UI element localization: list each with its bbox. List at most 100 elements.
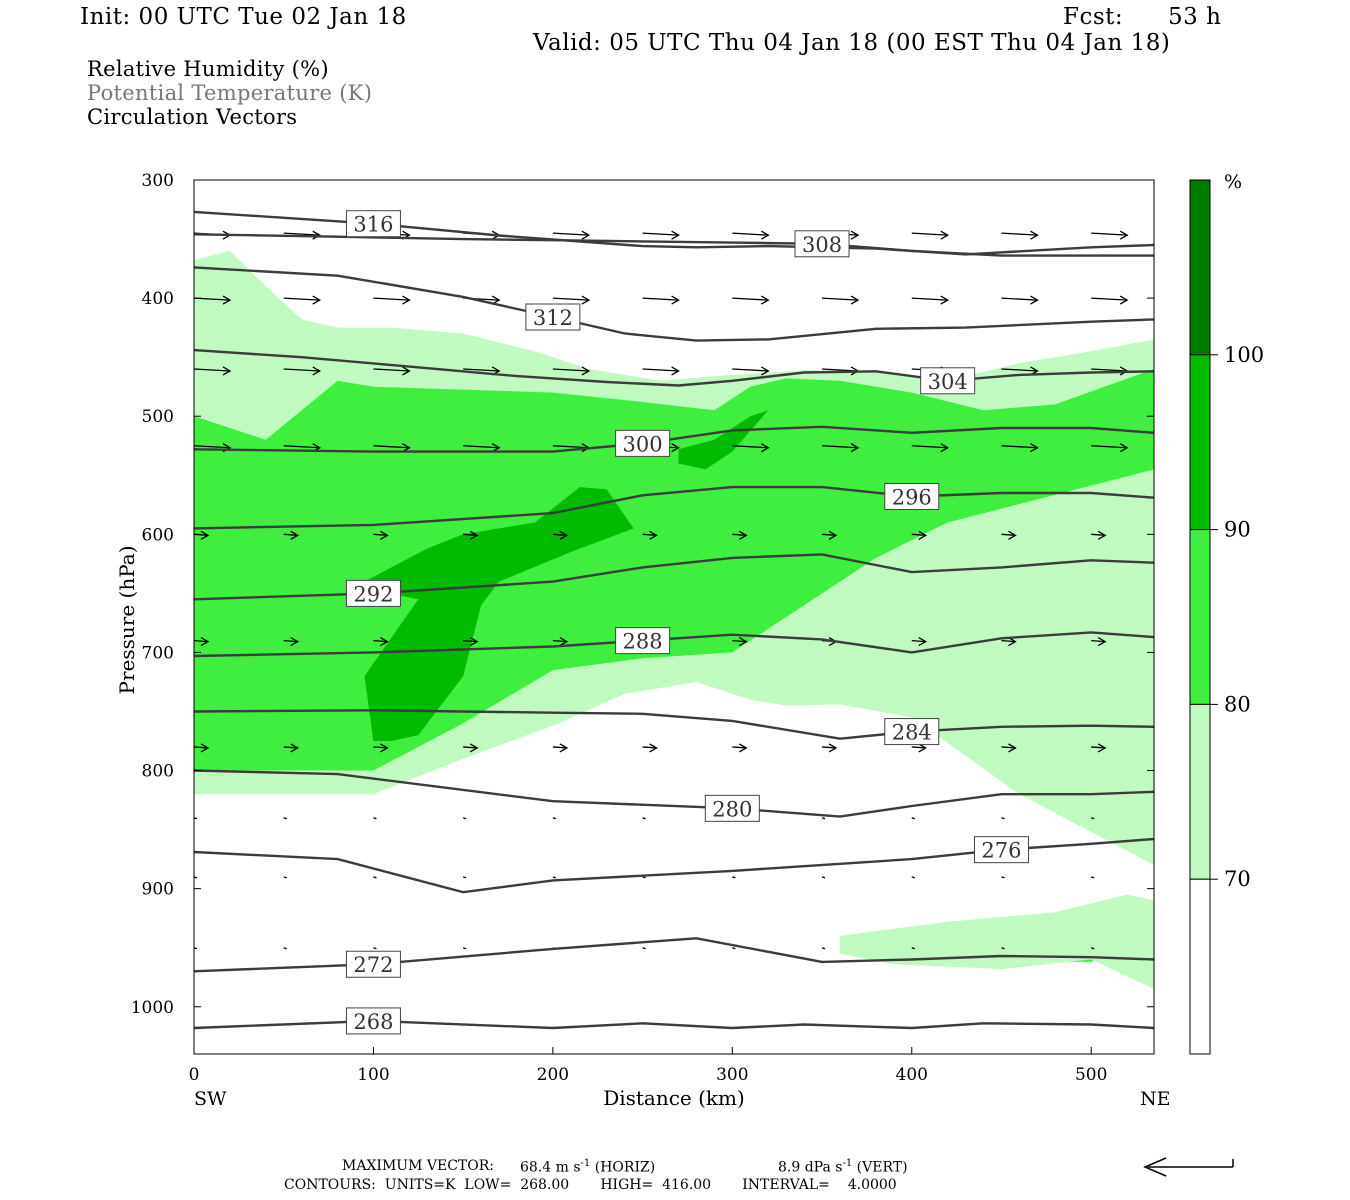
circulation-vector [1001,947,1005,950]
circulation-vector [732,947,736,950]
theta-contour-288 [193,631,1155,658]
contour-label-box [345,950,401,978]
circulation-vector [373,947,377,950]
circulation-vector [911,947,915,950]
colorbar-segment [1189,529,1211,705]
vector-arrowhead [469,743,479,753]
colorbar-unit: % [1224,171,1242,193]
circulation-vector [283,817,287,820]
horiz-tag: (HORIZ) [594,1159,656,1176]
vector-arrowhead [581,230,591,240]
vector-arrowhead [222,295,232,305]
max-vector-horiz: 68.4 m s-1 (HORIZ) [520,1158,655,1176]
vector-arrowhead [290,530,300,540]
circulation-vector [552,533,567,536]
vector-arrowhead [738,637,748,647]
vector-arrowhead [918,637,928,647]
vector-arrowhead [1119,443,1129,453]
circulation-vector [1001,368,1038,372]
circulation-vector [552,232,589,236]
vector-arrowhead [222,366,232,376]
circulation-vector [373,533,388,536]
circulation-vector [463,445,500,449]
circulation-vector [642,232,679,236]
circulation-vector [822,445,859,449]
circulation-vector [911,297,948,301]
circulation-vector [552,876,557,879]
y-axis-title: Pressure (hPa) [115,546,139,695]
circulation-vector [1001,639,1016,643]
contour-label-288: 288 [623,630,663,654]
circulation-vector [373,817,377,820]
colorbar: 100 90 80 70 [1189,179,1264,1055]
theta-contour-268 [193,1019,1155,1030]
circulation-vector [193,368,231,372]
circulation-vector [552,368,589,372]
vector-arrowhead [1119,295,1129,305]
horiz-exponent: -1 [580,1158,591,1169]
plot-frame [193,179,1155,1055]
max-vector-horiz-value: 68.4 m s [520,1159,581,1176]
contour-label-box [704,794,760,822]
circulation-vector [462,876,467,879]
circulation-vector [552,817,557,820]
rh-region-90-100-2 [355,487,634,741]
circulation-vector [732,876,736,879]
theta-contour-316 [193,210,1155,256]
vector-arrowhead [312,295,322,305]
circulation-vector [283,533,298,536]
vector-arrowhead [1008,743,1017,753]
x-tick-label-0: 0 [189,1065,200,1085]
contour-label-296: 296 [892,486,932,510]
colorbar-label-100: 100 [1224,343,1264,367]
vector-arrowhead [1008,530,1017,540]
circulation-vector [1001,876,1005,879]
y-tick-label-400: 400 [142,289,174,309]
circulation-vector [1001,297,1038,301]
circulation-vector [1091,639,1106,643]
vector-arrowhead [559,743,569,753]
vector-arrowhead [918,743,928,753]
circulation-vector [1091,232,1128,236]
theta-contour-292 [193,553,1155,601]
circulation-vector [283,746,298,749]
circulation-vector [821,746,837,749]
vector-arrowhead [581,366,591,376]
axis-layer: 0 100 200 300 400 500 300 400 500 600 700 800 900 100… [131,171,1154,1085]
circulation-vector [552,639,567,643]
x-end-label-sw: SW [194,1088,227,1110]
circulation-vector [911,533,926,536]
circulation-vector [283,368,320,372]
y-tick-label-800: 800 [142,762,174,782]
rh-region-90-100-3 [678,404,787,470]
vector-arrowhead [1030,230,1039,240]
colorbar-label-90: 90 [1224,518,1251,542]
circulation-vector [732,639,747,643]
circulation-vector [1090,876,1095,879]
circulation-vector [283,639,298,643]
circulation-vector [1091,297,1128,301]
contour-label-box [345,1007,401,1035]
contour-label-304: 304 [928,370,968,394]
contour-label-280: 280 [712,797,752,821]
x-tick-label-100: 100 [357,1065,389,1085]
vector-arrowhead [671,443,680,453]
contour-label-box [345,210,401,238]
contour-label-308: 308 [802,233,842,257]
colorbar-segment [1189,354,1211,531]
max-vector-vert-value: 8.9 dPa s [778,1159,843,1176]
circulation-vector [642,746,657,749]
vector-arrowhead [1097,743,1107,753]
circulation-vector [642,876,646,879]
circulation-vector [822,297,859,301]
colorbar-segment [1189,878,1211,1055]
circulation-vector [911,876,915,879]
vector-arrowhead [940,230,950,240]
vector-arrowhead [1030,295,1039,305]
contour-label-box [794,230,850,258]
circulation-vector [1090,817,1095,820]
contour-label-316: 316 [353,213,393,237]
circulation-vector [462,817,467,820]
contour-label-layer: 316 312 308 304 300 296 292 288 284 280 276 272 268 [345,210,1029,1035]
theta-contour-304 [193,348,1155,387]
